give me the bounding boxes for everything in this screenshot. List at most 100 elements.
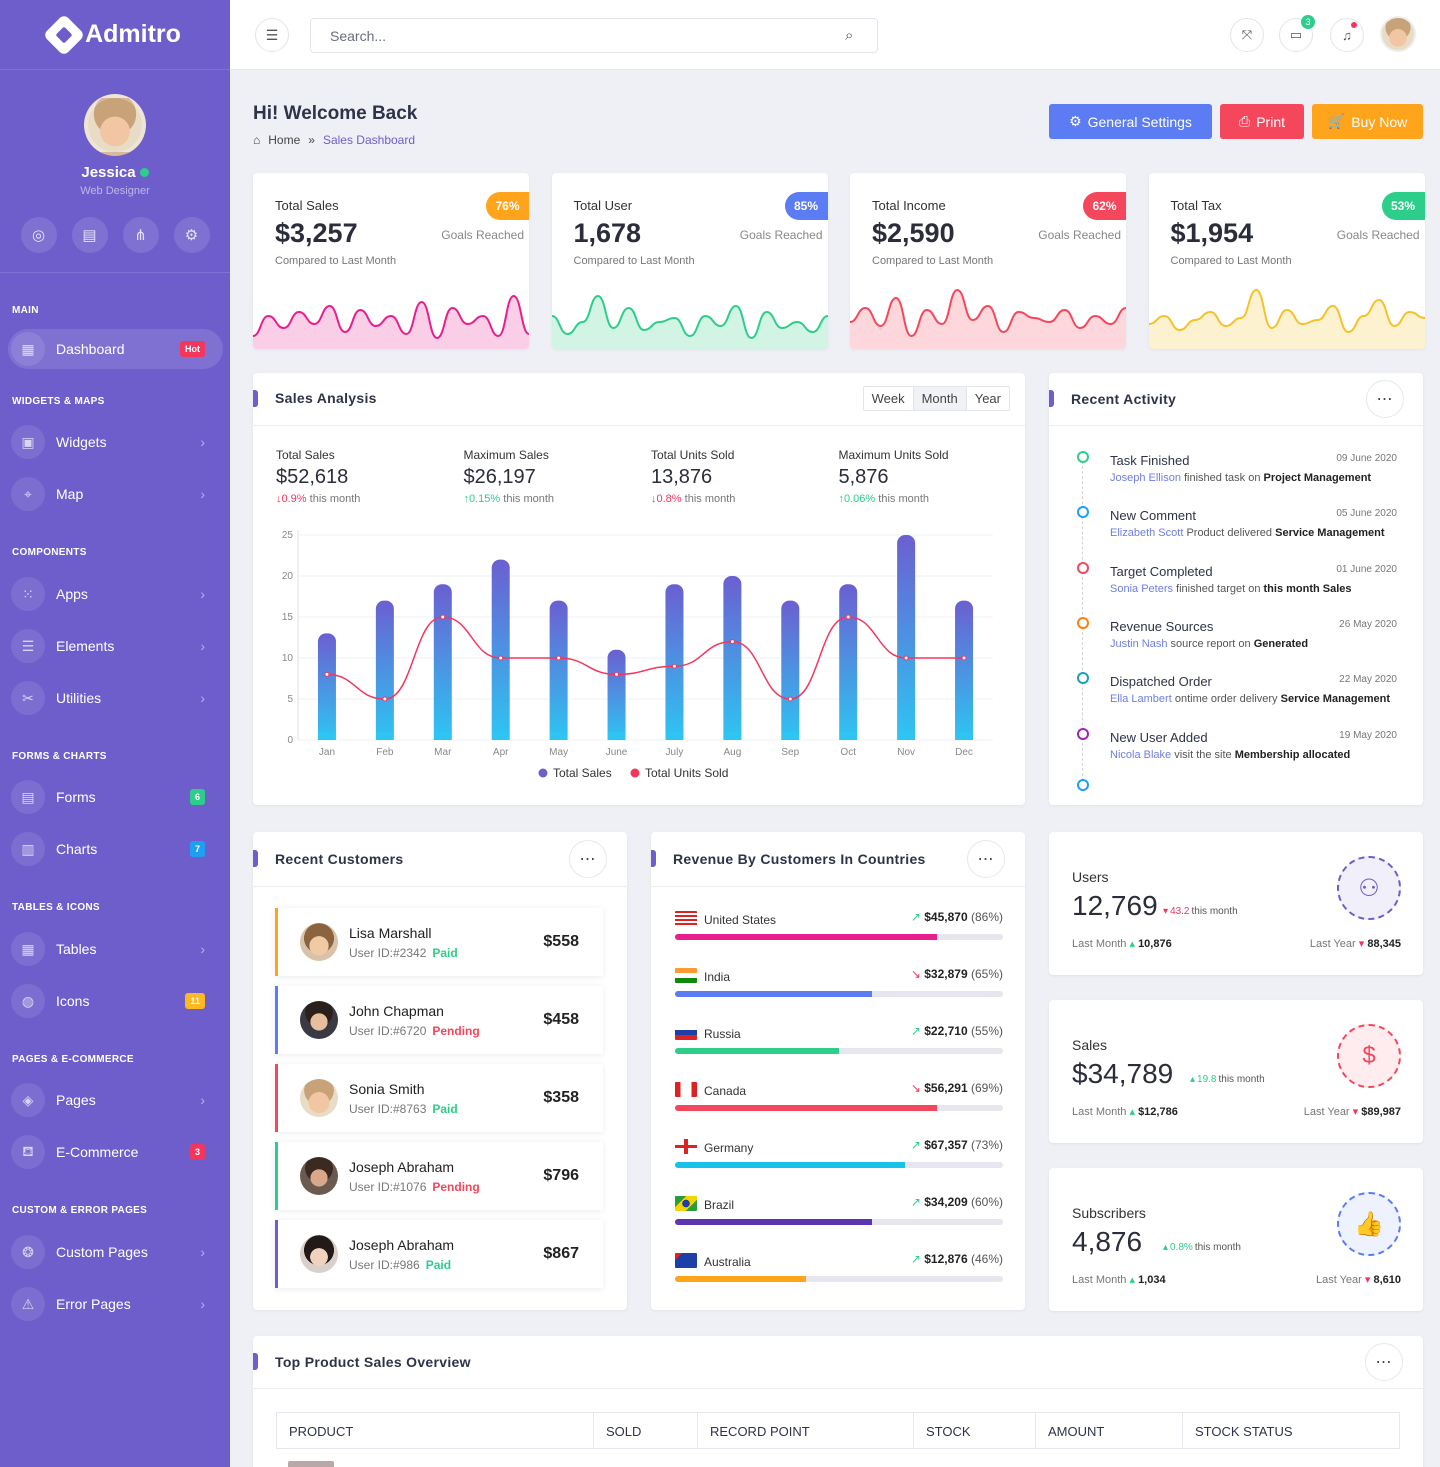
us-flag-icon <box>675 911 697 926</box>
bar-base <box>781 732 800 740</box>
sidebar-item-tables[interactable]: ▦ Tables › <box>8 929 223 969</box>
sidebar-item-apps[interactable]: ⁙ Apps › <box>8 574 223 614</box>
payment-status-badge: Pending <box>432 1024 480 1038</box>
avatar <box>300 923 338 961</box>
thumbs-up-icon: 👍 <box>1337 1192 1401 1256</box>
customer-id-line: User ID:#986 Paid <box>349 1258 451 1272</box>
column-header[interactable]: AMOUNT <box>1036 1413 1183 1449</box>
revenue-value: $67,357 <box>924 1138 968 1152</box>
legend-marker <box>630 768 640 778</box>
activity-user-link[interactable]: Ella Lambert <box>1110 693 1172 706</box>
customer-row[interactable]: Lisa Marshall User ID:#2342 Paid $558 <box>275 908 603 976</box>
sidebar-item-label: Custom Pages <box>56 1244 148 1260</box>
sidebar-item-forms[interactable]: ▤ Forms 6 <box>8 777 223 817</box>
button-label: General Settings <box>1087 113 1192 130</box>
buy-now-button[interactable]: 🛒 Buy Now <box>1312 104 1423 139</box>
sidebar: Admitro Jessica Web Designer ◎ ▤ ⋔ ⚙ MAI… <box>0 0 230 1467</box>
progress-bar <box>675 934 1003 940</box>
home-icon[interactable]: ⌂ <box>253 133 261 147</box>
bell-icon[interactable]: ♫ <box>1330 18 1364 52</box>
summary-label: Users <box>1072 869 1109 885</box>
avatar[interactable] <box>1380 16 1416 52</box>
customer-row[interactable]: Sonia Smith User ID:#8763 Paid $358 <box>275 1064 603 1132</box>
sidebar-item-error-pages[interactable]: ⚠ Error Pages › <box>8 1284 223 1324</box>
activity-user-link[interactable]: Justin Nash <box>1110 637 1168 650</box>
sidebar-section-main: MAIN <box>12 305 39 316</box>
avatar[interactable] <box>84 94 146 156</box>
column-header[interactable]: STOCK <box>914 1413 1036 1449</box>
customer-row[interactable]: John Chapman User ID:#6720 Pending $458 <box>275 986 603 1054</box>
activity-user-link[interactable]: Nicola Blake <box>1110 748 1172 761</box>
payment-status-badge: Pending <box>432 1180 480 1194</box>
sidebar-item-charts[interactable]: ▥ Charts 7 <box>8 829 223 869</box>
bar <box>839 584 858 740</box>
tab-week[interactable]: Week <box>871 391 905 406</box>
activity-user-link[interactable]: Joseph Ellison <box>1110 472 1181 484</box>
sidebar-item-map[interactable]: ⌖ Map › <box>8 474 223 514</box>
tab-year[interactable]: Year <box>965 387 1009 410</box>
progress-bar <box>675 1162 1003 1168</box>
sidebar-item-label: Apps <box>56 586 88 602</box>
summary-change-suffix: this month <box>1218 1074 1265 1085</box>
sidebar-item-ecommerce[interactable]: ⛾ E-Commerce 3 <box>8 1132 223 1172</box>
x-tick-label: May <box>549 747 568 758</box>
country-revenue: ↗ $45,870 (86%) <box>911 910 1003 924</box>
more-options-button[interactable]: ⋯ <box>1366 380 1404 418</box>
message-icon[interactable]: ▭ 3 <box>1279 15 1315 52</box>
sidebar-item-widgets[interactable]: ▣ Widgets › <box>8 422 223 462</box>
form-icon: ▤ <box>11 780 45 814</box>
customer-row[interactable]: Joseph Abraham User ID:#986 Paid $867 <box>275 1220 603 1288</box>
print-button[interactable]: ⎙ Print <box>1220 104 1304 139</box>
table-icon: ▦ <box>11 932 45 966</box>
column-header[interactable]: PRODUCT <box>277 1413 594 1449</box>
trend-up-icon: ↗ <box>910 1138 925 1152</box>
sidebar-item-dashboard[interactable]: ▦ Dashboard Hot <box>8 329 223 369</box>
summary-card: Subscribers 4,876 ▴ 0.8% this month Last Mont… <box>1049 1168 1423 1311</box>
more-options-button[interactable]: ⋯ <box>569 840 607 878</box>
activity-user-link[interactable]: Elizabeth Scott <box>1110 527 1184 540</box>
fullscreen-exit-icon[interactable]: ⤧ <box>1230 18 1264 52</box>
brand-logo[interactable]: Admitro <box>0 0 230 70</box>
activity-title: Target Completed <box>1110 563 1213 579</box>
sales-analysis-card: Sales Analysis Week Month Year Total Sal… <box>253 373 1025 805</box>
caret-down-icon: ▾ <box>1349 1106 1362 1118</box>
breadcrumb-home[interactable]: Home <box>268 133 301 147</box>
sparkline-line <box>850 288 1126 338</box>
more-options-button[interactable]: ⋯ <box>1365 1343 1403 1381</box>
last-year-value: 8,610 <box>1373 1274 1401 1286</box>
sidebar-item-pages[interactable]: ◈ Pages › <box>8 1080 223 1120</box>
document-icon[interactable]: ▤ <box>71 217 108 253</box>
column-header[interactable]: STOCK STATUS <box>1195 1423 1293 1439</box>
more-options-button[interactable]: ⋯ <box>967 840 1005 878</box>
country-row: Russia ↗ $22,710 (55%) <box>673 1022 1003 1062</box>
customer-id-line: User ID:#6720 Pending <box>349 1024 480 1038</box>
kpi-change-suffix: this month <box>878 493 930 505</box>
general-settings-button[interactable]: ⚙ General Settings <box>1049 104 1212 139</box>
progress-fill <box>675 991 872 997</box>
sidebar-section-custom: CUSTOM & ERROR PAGES <box>12 1205 148 1216</box>
recent-customers-card: Recent Customers ⋯ Lisa Marshall User ID:… <box>253 832 627 1310</box>
kpi-change-suffix: this month <box>684 493 736 505</box>
sidebar-item-custom-pages[interactable]: ❂ Custom Pages › <box>8 1232 223 1272</box>
support-icon[interactable]: ◎ <box>20 217 57 253</box>
menu-toggle-icon[interactable]: ☰ <box>255 18 289 52</box>
column-header[interactable]: RECORD POINT <box>698 1413 914 1449</box>
column-header[interactable]: SOLD <box>594 1413 698 1449</box>
settings-icon[interactable]: ⚙ <box>173 217 210 253</box>
activity-user-link[interactable]: Sonia Peters <box>1110 582 1173 595</box>
button-label: Buy Now <box>1351 113 1408 130</box>
sidebar-section-forms: FORMS & CHARTS <box>12 751 107 762</box>
tab-month[interactable]: Month <box>912 387 966 410</box>
sidebar-item-icons[interactable]: ◍ Icons 11 <box>8 981 223 1021</box>
sidebar-item-elements[interactable]: ☰ Elements › <box>8 626 223 666</box>
search-icon[interactable]: ⌕ <box>845 27 854 44</box>
line-point <box>498 655 504 661</box>
summary-change-value: 19.8 <box>1197 1074 1217 1085</box>
sidebar-item-utilities[interactable]: ✂ Utilities › <box>8 678 223 718</box>
share-icon[interactable]: ⋔ <box>122 217 159 253</box>
summary-change-suffix: this month <box>1194 1242 1241 1253</box>
customer-amount: $796 <box>543 1167 579 1184</box>
customer-row[interactable]: Joseph Abraham User ID:#1076 Pending $796 <box>275 1142 603 1210</box>
search-input[interactable]: Search... <box>310 18 878 53</box>
message-count-badge: 3 <box>1301 15 1315 29</box>
